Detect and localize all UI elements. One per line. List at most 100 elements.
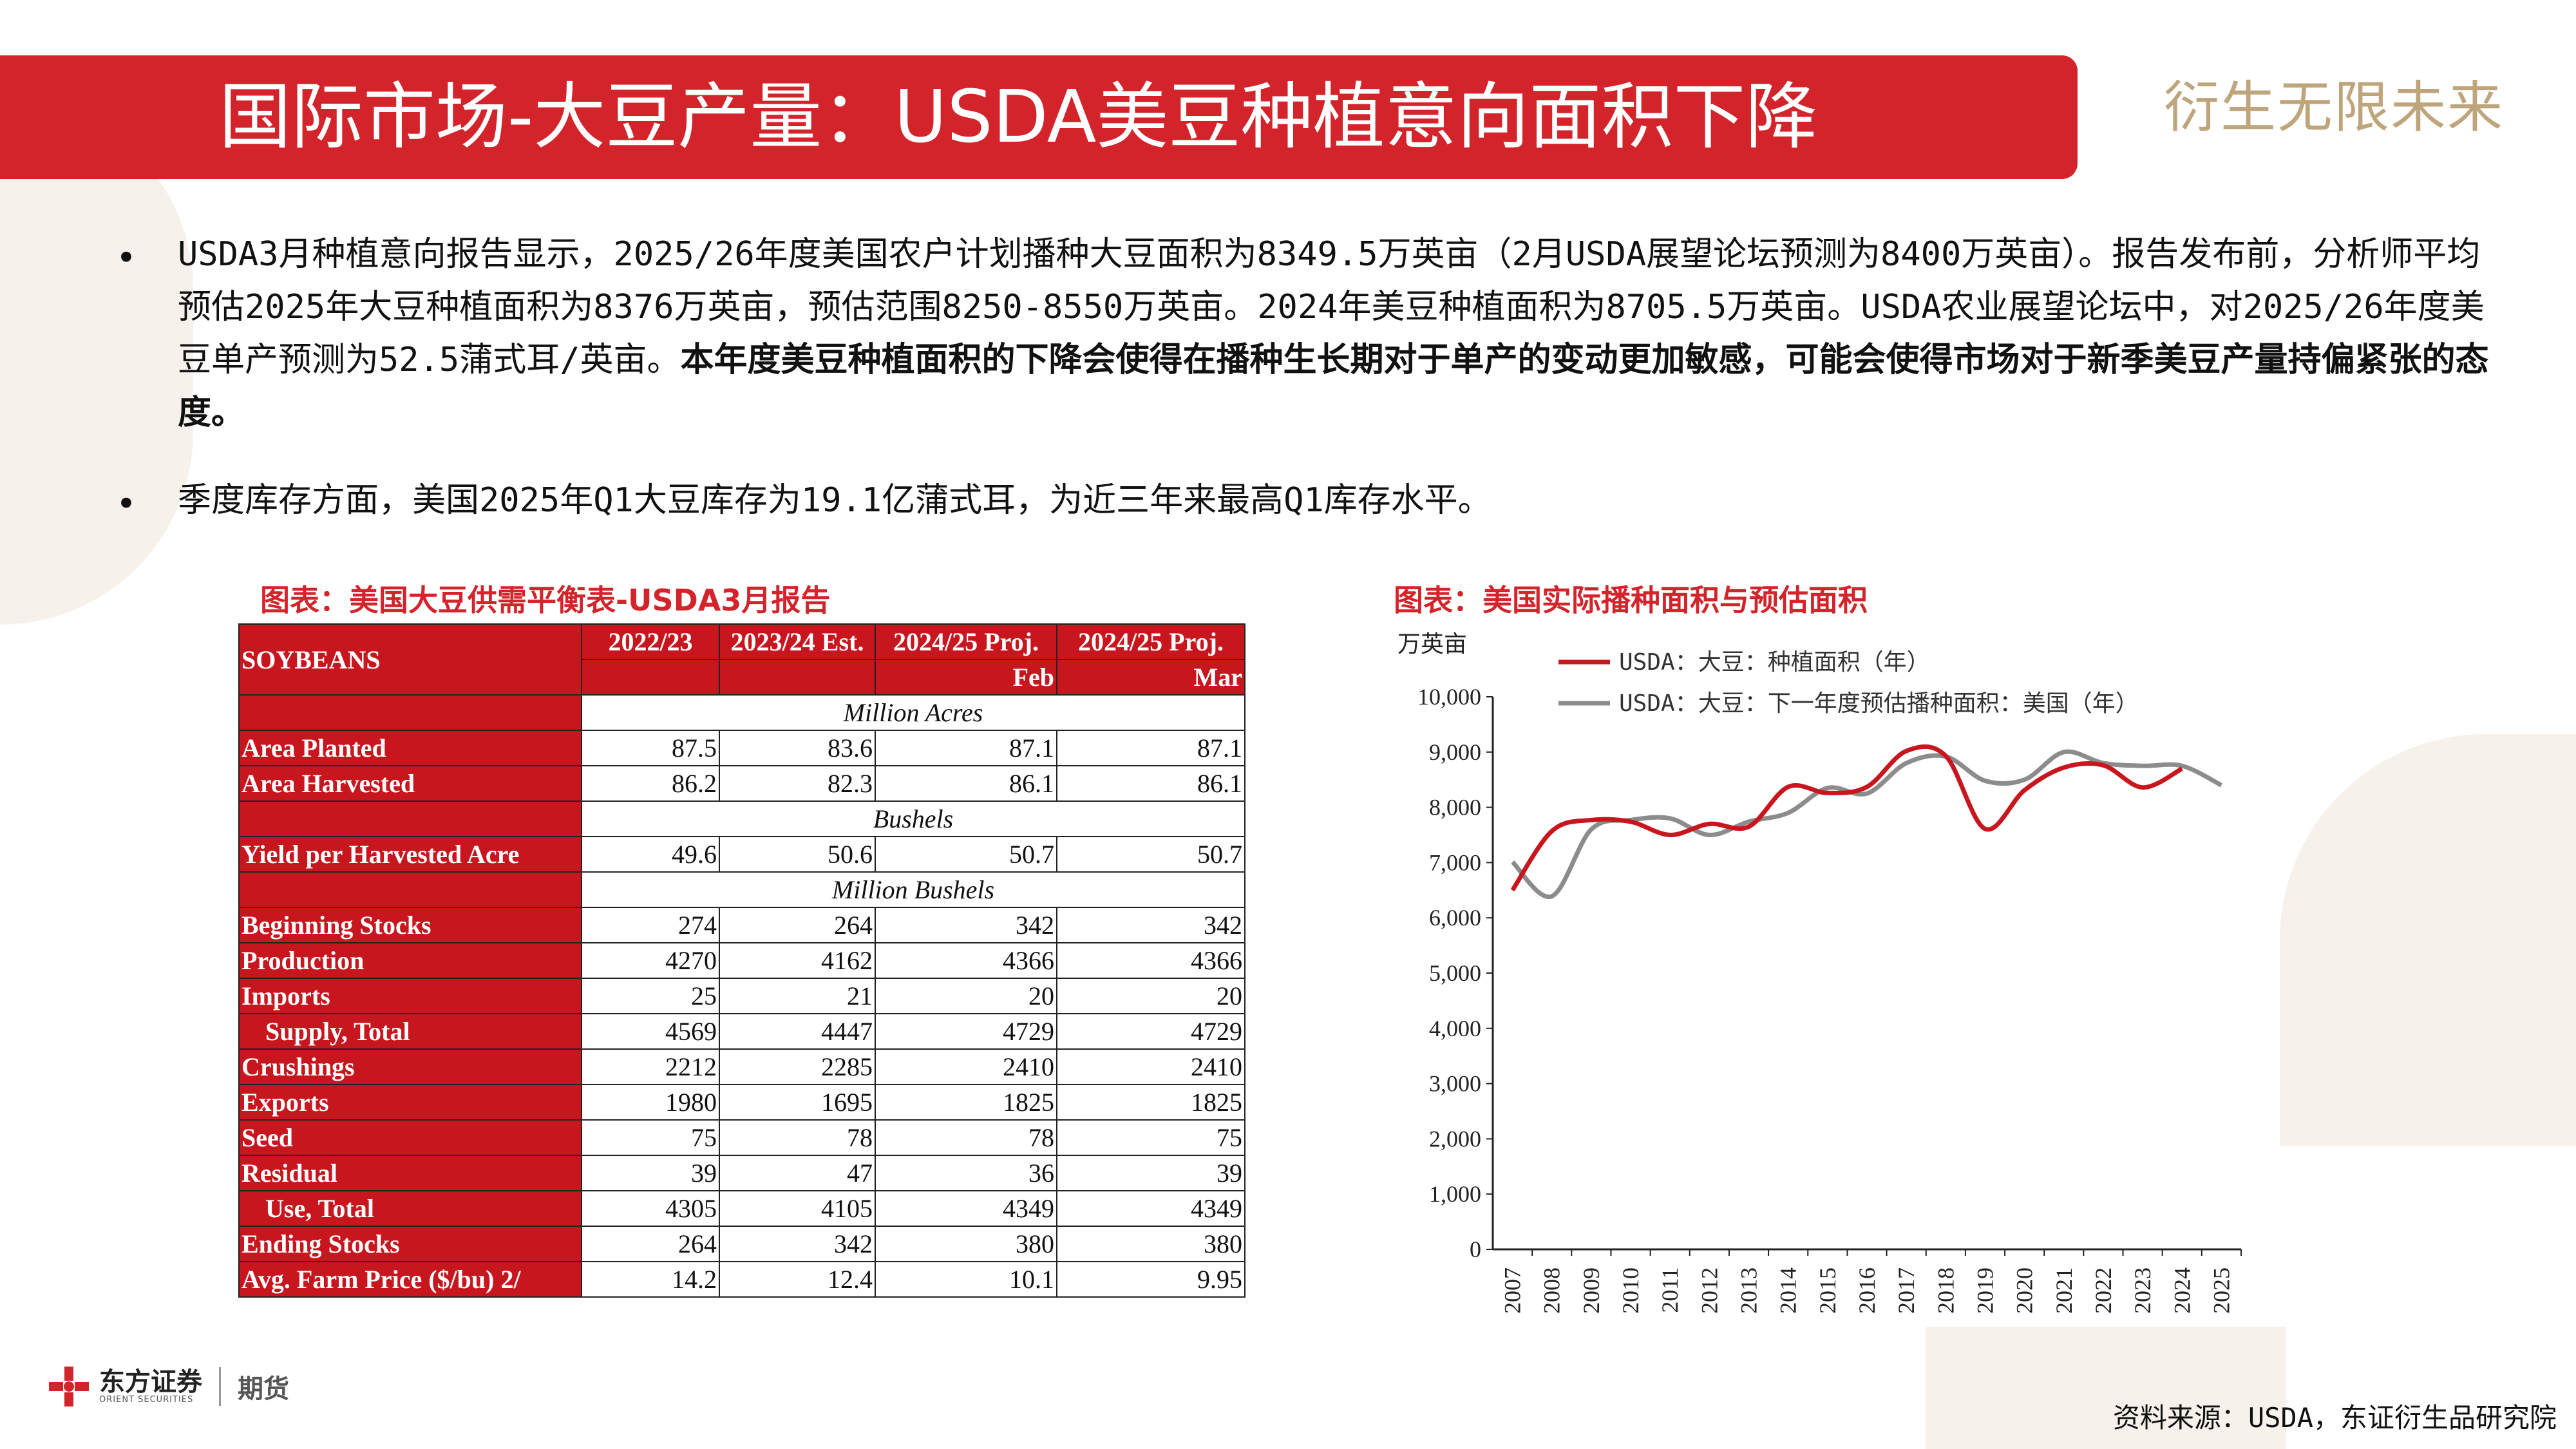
x-tick-label: 2011 (1657, 1267, 1683, 1313)
table-label (238, 800, 582, 837)
x-tick-label: 2025 (2208, 1267, 2234, 1314)
col-header: 2024/25 Proj. (875, 623, 1057, 660)
row-label: Area Harvested (238, 765, 582, 802)
bullet-paragraph-1: USDA3月种植意向报告显示，2025/26年度美国农户计划播种大豆面积为834… (178, 228, 2490, 439)
cell: 264 (581, 1226, 720, 1262)
bullet-dot: • (116, 238, 137, 278)
cell: 36 (875, 1155, 1057, 1191)
table-row: Area Planted 87.5 83.6 87.1 87.1 (238, 730, 1245, 766)
logo-subtitle: ORIENT SECURITIES (99, 1394, 194, 1405)
x-tick-label: 2020 (2012, 1267, 2038, 1314)
x-tick-label: 2019 (1972, 1267, 1998, 1314)
cell: 4447 (719, 1013, 876, 1050)
title-bar: 国际市场-大豆产量：USDA美豆种植意向面积下降 (0, 55, 2078, 179)
cell: 50.7 (875, 836, 1057, 873)
y-axis-unit: 万英亩 (1397, 631, 1467, 657)
table-row: Supply, Total 4569 4447 4729 4729 (238, 1013, 1245, 1050)
x-tick-label: 2017 (1893, 1267, 1919, 1314)
cell: 78 (875, 1119, 1057, 1156)
cell: 274 (581, 907, 720, 943)
cell: 4729 (1056, 1013, 1245, 1050)
x-tick-label: 2024 (2169, 1267, 2195, 1314)
y-tick-label: 5,000 (1429, 960, 1481, 986)
cell: 49.6 (581, 836, 720, 873)
table-subheader-row: Feb Mar (239, 659, 1245, 696)
cell: 4162 (719, 942, 876, 979)
x-tick-label: 2016 (1854, 1267, 1880, 1314)
cell: 78 (719, 1119, 876, 1156)
unit-label: Million Bushels (581, 871, 1245, 908)
table-row: Seed 75 78 78 75 (238, 1119, 1245, 1156)
cell: 83.6 (719, 730, 876, 766)
col-subheader: Feb (875, 659, 1057, 696)
table-row: Yield per Harvested Acre 49.6 50.6 50.7 … (238, 836, 1245, 873)
x-tick-label: 2022 (2090, 1267, 2116, 1314)
cell: 4305 (581, 1190, 720, 1227)
cell: 2410 (1056, 1048, 1245, 1085)
soybean-balance-table: SOYBEANS 2022/23 2023/24 Est. 2024/25 Pr… (238, 623, 1245, 1298)
row-label: Ending Stocks (238, 1226, 582, 1262)
cell: 87.5 (581, 730, 720, 766)
table-row: Area Harvested 86.2 82.3 86.1 86.1 (238, 765, 1245, 802)
cell: 10.1 (875, 1261, 1057, 1298)
cell: 380 (875, 1226, 1057, 1262)
table-header-row: SOYBEANS 2022/23 2023/24 Est. 2024/25 Pr… (238, 623, 1245, 696)
bullet-dot: • (116, 484, 137, 524)
cell: 86.2 (581, 765, 720, 802)
row-label: Area Planted (238, 730, 582, 766)
table-row: Avg. Farm Price ($/bu) 2/ 14.2 12.4 10.1… (238, 1261, 1245, 1298)
x-tick-label: 2007 (1500, 1267, 1526, 1314)
cell: 4349 (1056, 1190, 1245, 1227)
table-row: Exports 1980 1695 1825 1825 (238, 1084, 1245, 1121)
chart-series (1510, 744, 2223, 900)
y-tick-label: 4,000 (1429, 1016, 1481, 1041)
row-label: Yield per Harvested Acre (238, 836, 582, 873)
table-row: Production 4270 4162 4366 4366 (238, 942, 1245, 979)
row-label: Residual (238, 1155, 582, 1191)
cell: 4366 (1056, 942, 1245, 979)
cell: 1825 (875, 1084, 1057, 1121)
y-tick-label: 7,000 (1429, 849, 1481, 875)
bullet-1-emphasis: 本年度美豆种植面积的下降会使得在播种生长期对于单产的变动更加敏感，可能会使得市场… (178, 341, 2489, 432)
cell: 12.4 (719, 1261, 876, 1298)
cell: 9.95 (1056, 1261, 1245, 1298)
cell: 1980 (581, 1084, 720, 1121)
cell: 39 (581, 1155, 720, 1191)
page-title: 国际市场-大豆产量：USDA美豆种植意向面积下降 (219, 75, 1818, 159)
cell: 1825 (1056, 1084, 1245, 1121)
x-tick-label: 2013 (1736, 1267, 1762, 1314)
orient-logo-icon (49, 1367, 89, 1406)
x-tick-label: 2008 (1539, 1267, 1565, 1314)
cell: 342 (1056, 907, 1245, 943)
cell: 342 (719, 1226, 876, 1262)
logo-text-block: 东方证券 ORIENT SECURITIES (99, 1369, 202, 1405)
row-label: Exports (238, 1084, 582, 1121)
x-tick-label: 2009 (1578, 1267, 1604, 1314)
cell: 39 (1056, 1155, 1245, 1191)
cell: 50.7 (1056, 836, 1245, 873)
y-tick-label: 8,000 (1429, 795, 1481, 820)
row-label: Use, Total (238, 1190, 582, 1227)
x-tick-label: 2010 (1618, 1267, 1643, 1314)
unit-label: Million Acres (581, 694, 1245, 731)
cell: 4270 (581, 942, 720, 979)
y-tick-label: 10,000 (1417, 684, 1481, 710)
legend-label: USDA：大豆：下一年度预估播种面积：美国（年） (1619, 690, 2139, 717)
chart-figure-title: 图表：美国实际播种面积与预估面积 (1394, 583, 1868, 618)
x-tick-label: 2018 (1933, 1267, 1958, 1314)
table-corner: SOYBEANS (238, 623, 582, 696)
chart-axes: 0 1,000 2,000 3,000 4,000 5,000 6,000 7,000 8,00… (1417, 684, 2242, 1314)
cell: 4366 (875, 942, 1057, 979)
cell: 4105 (719, 1190, 876, 1227)
x-tick-label: 2021 (2051, 1267, 2077, 1314)
cell: 47 (719, 1155, 876, 1191)
source-note: 资料来源：USDA，东证衍生品研究院 (2112, 1402, 2557, 1434)
chart-legend: USDA：大豆：种植面积（年） USDA：大豆：下一年度预估播种面积：美国（年） (1558, 649, 2139, 717)
y-tick-label: 9,000 (1429, 739, 1481, 765)
cell: 75 (581, 1119, 720, 1156)
table-label (238, 694, 582, 731)
cell: 2285 (719, 1048, 876, 1085)
cell: 87.1 (875, 730, 1057, 766)
row-label: Seed (238, 1119, 582, 1156)
unit-row: Million Bushels (238, 871, 1245, 908)
